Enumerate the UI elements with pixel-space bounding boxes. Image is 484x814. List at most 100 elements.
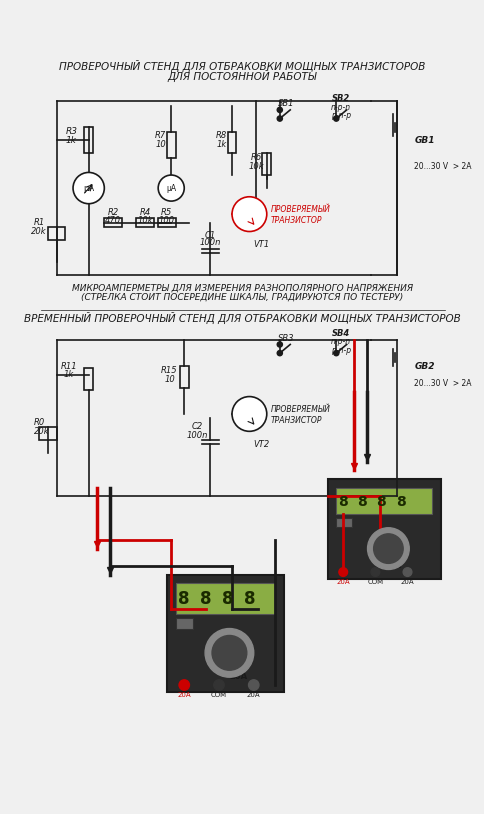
Text: ДЛЯ ПОСТОЯННОЙ РАБОТЫ: ДЛЯ ПОСТОЯННОЙ РАБОТЫ [167, 70, 317, 82]
Text: COM: COM [366, 579, 383, 584]
Text: p-n-p: p-n-p [330, 112, 350, 120]
Text: SB3: SB3 [277, 334, 293, 343]
Bar [175, 618, 193, 628]
Text: 8: 8 [200, 590, 212, 608]
Bar [262, 153, 271, 175]
Text: 470: 470 [105, 216, 121, 225]
Text: 20...30 V  > 2A: 20...30 V > 2A [414, 162, 471, 171]
Bar [104, 218, 121, 227]
Text: 20...30 V  > 2A: 20...30 V > 2A [414, 379, 471, 388]
Text: 20A: 20A [177, 692, 191, 698]
Text: R0: R0 [34, 418, 45, 427]
Circle shape [277, 342, 282, 347]
Circle shape [333, 351, 338, 356]
Circle shape [231, 197, 266, 231]
Text: 20A: 20A [228, 672, 247, 681]
Text: ТРАНЗИСТОР: ТРАНЗИСТОР [271, 216, 322, 225]
Bar [48, 227, 65, 240]
Text: C1: C1 [204, 231, 215, 240]
Circle shape [212, 636, 246, 670]
Text: R11: R11 [60, 361, 77, 370]
Text: GB1: GB1 [414, 136, 434, 145]
Circle shape [213, 680, 224, 690]
Text: 100n: 100n [186, 431, 208, 440]
Text: 8: 8 [243, 590, 255, 608]
Text: VT2: VT2 [253, 440, 270, 449]
Text: 8: 8 [395, 495, 405, 509]
Text: n-p-n: n-p-n [330, 337, 350, 346]
Circle shape [73, 173, 104, 204]
Text: VT1: VT1 [253, 240, 270, 249]
Text: 1k: 1k [66, 136, 76, 145]
Text: 100: 100 [158, 216, 175, 225]
Circle shape [338, 567, 347, 576]
Text: R4: R4 [139, 208, 151, 217]
Circle shape [277, 116, 282, 121]
Circle shape [158, 175, 184, 201]
Bar [335, 488, 431, 514]
Text: R7: R7 [155, 131, 166, 141]
Text: 1k: 1k [216, 140, 226, 149]
Circle shape [248, 680, 258, 690]
Text: ВРЕМЕННЫЙ ПРОВЕРОЧНЫЙ СТЕНД ДЛЯ ОТБРАКОВКИ МОЩНЫХ ТРАНЗИСТОРОВ: ВРЕМЕННЫЙ ПРОВЕРОЧНЫЙ СТЕНД ДЛЯ ОТБРАКОВ… [24, 313, 460, 325]
Text: R2: R2 [107, 208, 119, 217]
Text: R5: R5 [161, 208, 172, 217]
Text: 10k: 10k [137, 216, 152, 225]
Text: R3: R3 [65, 127, 77, 136]
Bar [158, 218, 175, 227]
Text: ТРАНЗИСТОР: ТРАНЗИСТОР [271, 415, 322, 425]
Text: R8: R8 [215, 131, 227, 141]
Text: R6: R6 [250, 153, 261, 162]
Bar [227, 132, 236, 153]
Text: p-n-p: p-n-p [330, 346, 350, 355]
Text: R15: R15 [161, 366, 178, 375]
Text: 8: 8 [376, 495, 386, 509]
Circle shape [333, 116, 338, 121]
Text: 8: 8 [178, 590, 190, 608]
Circle shape [402, 567, 411, 576]
Text: μA: μA [83, 184, 94, 193]
Text: 20A: 20A [400, 579, 413, 584]
Bar [84, 127, 93, 153]
Circle shape [205, 628, 253, 677]
Text: SB1: SB1 [277, 99, 293, 108]
Circle shape [277, 107, 282, 112]
Text: 20A: 20A [383, 562, 401, 571]
Text: ПРОВЕРЯЕМЫЙ: ПРОВЕРЯЕМЫЙ [271, 205, 330, 214]
Bar [166, 575, 284, 692]
Text: 20A: 20A [246, 692, 260, 698]
Text: μA: μA [166, 184, 176, 193]
Circle shape [370, 567, 379, 576]
Circle shape [179, 680, 189, 690]
Circle shape [231, 396, 266, 431]
Text: 8: 8 [338, 495, 348, 509]
Text: 10k: 10k [248, 162, 264, 171]
Text: SB4: SB4 [331, 329, 349, 338]
Bar [335, 519, 351, 527]
Text: ПРОВЕРЯЕМЫЙ: ПРОВЕРЯЕМЫЙ [271, 405, 330, 414]
Text: 20A: 20A [336, 579, 349, 584]
Circle shape [367, 527, 408, 570]
Circle shape [277, 351, 282, 356]
Text: 20k: 20k [31, 227, 47, 236]
Text: 8: 8 [357, 495, 366, 509]
Text: 8: 8 [222, 590, 233, 608]
Bar [84, 368, 93, 390]
Circle shape [373, 534, 402, 563]
Text: SB2: SB2 [331, 94, 349, 103]
Text: ПРОВЕРОЧНЫЙ СТЕНД ДЛЯ ОТБРАКОВКИ МОЩНЫХ ТРАНЗИСТОРОВ: ПРОВЕРОЧНЫЙ СТЕНД ДЛЯ ОТБРАКОВКИ МОЩНЫХ … [59, 59, 425, 72]
Text: C2: C2 [191, 422, 202, 431]
Text: 10: 10 [155, 140, 166, 149]
Text: 10: 10 [164, 374, 175, 383]
Text: COM: COM [211, 692, 227, 698]
Text: 100n: 100n [199, 239, 221, 247]
Text: 1k: 1k [63, 370, 74, 379]
Text: (СТРЕЛКА СТОИТ ПОСЕРЕДИНЕ ШКАЛЫ, ГРАДИРУЮТСЯ ПО ТЕСТЕРУ): (СТРЕЛКА СТОИТ ПОСЕРЕДИНЕ ШКАЛЫ, ГРАДИРУ… [81, 293, 403, 302]
Bar [175, 584, 275, 614]
Text: GB2: GB2 [414, 361, 434, 370]
Text: R1: R1 [33, 218, 45, 227]
Text: 20k: 20k [34, 427, 49, 435]
Bar [327, 479, 439, 579]
Text: n-p-n: n-p-n [330, 103, 350, 112]
Bar [166, 132, 175, 158]
